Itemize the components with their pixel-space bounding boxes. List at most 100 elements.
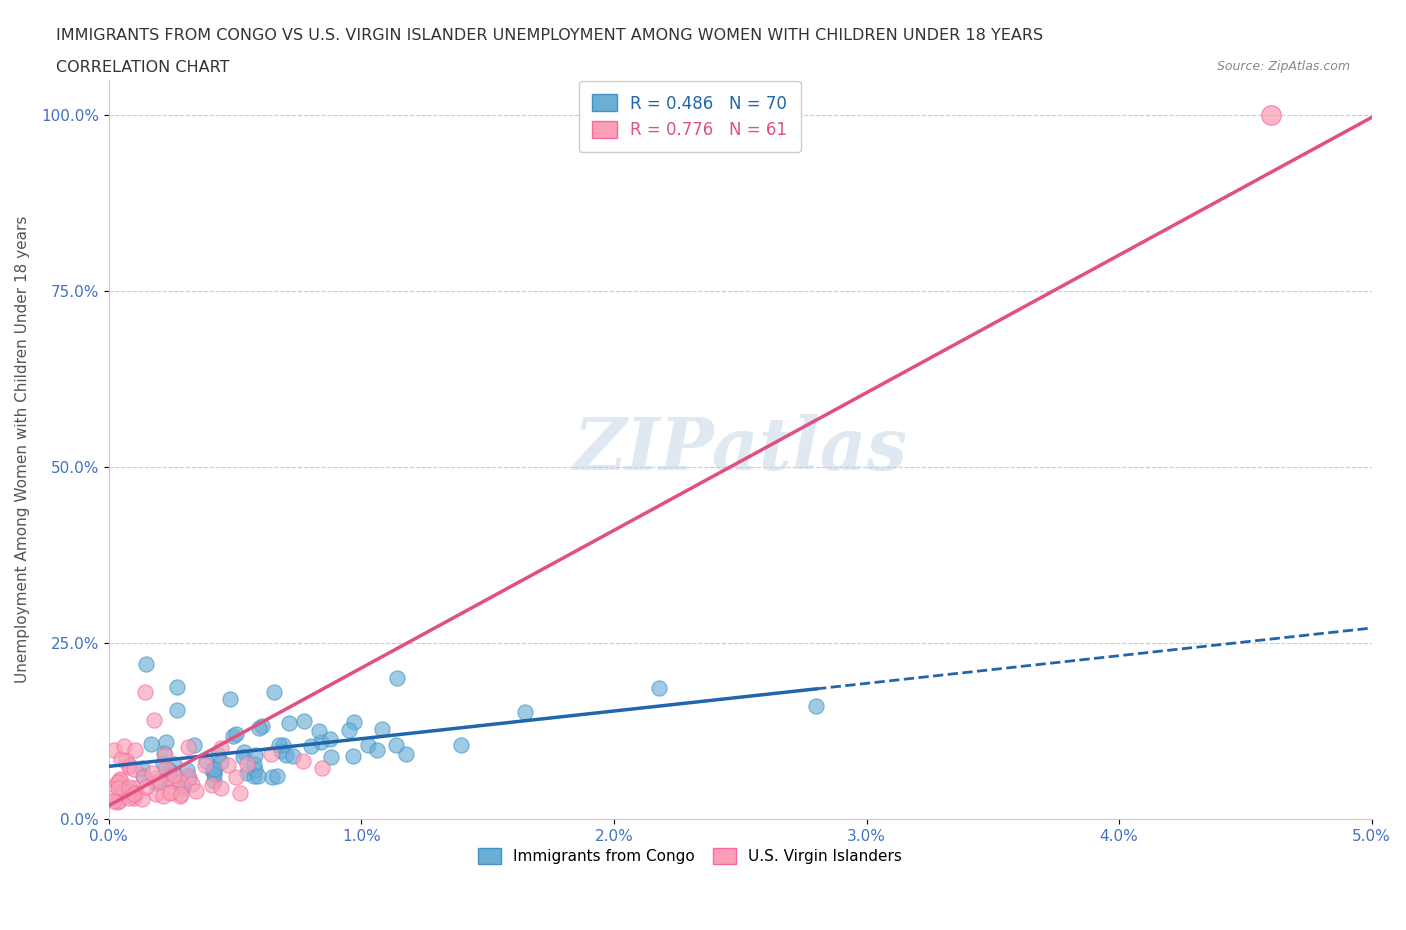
Point <box>243 763 266 777</box>
Point <box>225 726 247 741</box>
Point <box>337 723 360 737</box>
Point <box>159 785 181 800</box>
Point <box>162 765 184 780</box>
Point <box>804 698 827 713</box>
Point <box>515 704 537 719</box>
Point <box>181 777 204 791</box>
Point <box>343 715 366 730</box>
Point <box>101 790 124 805</box>
Point <box>1260 108 1282 123</box>
Point <box>236 766 259 781</box>
Text: CORRELATION CHART: CORRELATION CHART <box>56 60 229 75</box>
Point <box>274 748 297 763</box>
Point <box>121 789 143 804</box>
Point <box>243 756 266 771</box>
Point <box>342 749 364 764</box>
Point <box>311 735 333 750</box>
Point <box>118 780 141 795</box>
Point <box>117 760 139 775</box>
Point <box>163 767 186 782</box>
Point <box>148 774 170 789</box>
Point <box>311 761 333 776</box>
Point <box>186 784 208 799</box>
Point <box>156 772 179 787</box>
Point <box>152 789 174 804</box>
Point <box>112 738 135 753</box>
Point <box>115 788 138 803</box>
Point <box>266 769 288 784</box>
Point <box>277 715 299 730</box>
Point <box>176 763 198 777</box>
Point <box>321 750 343 764</box>
Point <box>107 774 129 789</box>
Point <box>252 719 274 734</box>
Point <box>160 773 183 788</box>
Point <box>263 684 285 699</box>
Point <box>177 771 200 786</box>
Point <box>225 770 247 785</box>
Text: ZIPatlas: ZIPatlas <box>574 414 907 485</box>
Point <box>134 684 156 699</box>
Point <box>114 752 136 767</box>
Point <box>124 786 146 801</box>
Point <box>217 758 239 773</box>
Point <box>169 789 191 804</box>
Point <box>108 794 131 809</box>
Point <box>271 737 294 752</box>
Point <box>243 747 266 762</box>
Point <box>124 787 146 802</box>
Point <box>222 728 245 743</box>
Point <box>153 746 176 761</box>
Point <box>157 763 180 777</box>
Point <box>132 770 155 785</box>
Point <box>110 782 132 797</box>
Point <box>166 702 188 717</box>
Point <box>155 735 177 750</box>
Point <box>170 787 193 802</box>
Point <box>163 757 186 772</box>
Point <box>159 784 181 799</box>
Point <box>231 750 253 764</box>
Point <box>201 777 224 792</box>
Point <box>357 737 380 752</box>
Y-axis label: Unemployment Among Women with Children Under 18 years: Unemployment Among Women with Children U… <box>15 216 30 684</box>
Point <box>243 768 266 783</box>
Point <box>395 747 418 762</box>
Point <box>176 769 198 784</box>
Point <box>207 748 229 763</box>
Point <box>647 681 669 696</box>
Point <box>139 737 162 751</box>
Point <box>292 753 315 768</box>
Point <box>122 790 145 805</box>
Point <box>201 763 224 777</box>
Point <box>299 738 322 753</box>
Point <box>142 713 165 728</box>
Point <box>247 720 270 735</box>
Text: IMMIGRANTS FROM CONGO VS U.S. VIRGIN ISLANDER UNEMPLOYMENT AMONG WOMEN WITH CHIL: IMMIGRANTS FROM CONGO VS U.S. VIRGIN ISL… <box>56 28 1043 43</box>
Point <box>246 769 269 784</box>
Point <box>319 731 342 746</box>
Point <box>145 776 167 790</box>
Point <box>110 772 132 787</box>
Point <box>103 794 125 809</box>
Point <box>308 724 330 738</box>
Point <box>105 794 128 809</box>
Point <box>118 757 141 772</box>
Point <box>105 776 128 790</box>
Point <box>135 657 157 671</box>
Text: Source: ZipAtlas.com: Source: ZipAtlas.com <box>1216 60 1350 73</box>
Point <box>145 787 167 802</box>
Point <box>122 785 145 800</box>
Point <box>153 748 176 763</box>
Point <box>177 739 200 754</box>
Point <box>131 791 153 806</box>
Point <box>124 762 146 777</box>
Point <box>124 742 146 757</box>
Point <box>194 758 217 773</box>
Point <box>172 780 194 795</box>
Point <box>124 781 146 796</box>
Legend: Immigrants from Congo, U.S. Virgin Islanders: Immigrants from Congo, U.S. Virgin Islan… <box>471 842 908 870</box>
Point <box>110 751 132 766</box>
Point <box>269 737 291 752</box>
Point <box>260 746 283 761</box>
